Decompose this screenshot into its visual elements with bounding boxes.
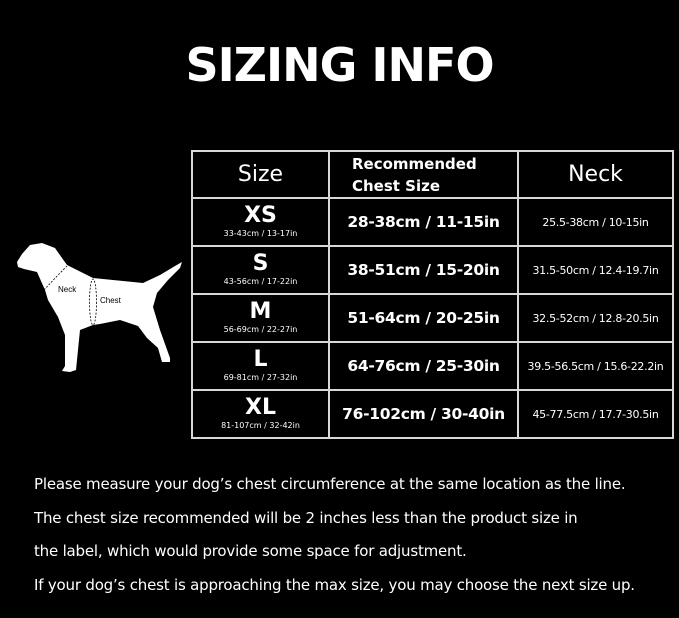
chest-cell: 51-64cm / 20-25in — [328, 293, 519, 343]
chest-cell: 38-51cm / 15-20in — [328, 245, 519, 295]
size-cell: M 56-69cm / 22-27in — [191, 293, 330, 343]
size-label: S — [252, 251, 269, 276]
chest-cell: 76-102cm / 30-40in — [328, 389, 519, 439]
header-chest-line2: Chest Size — [352, 176, 441, 195]
header-size: Size — [191, 150, 330, 199]
chest-label: Chest — [100, 296, 122, 305]
dog-silhouette — [17, 243, 182, 372]
size-cell: S 43-56cm / 17-22in — [191, 245, 330, 295]
dog-measurement-diagram: Neck Chest — [17, 243, 182, 372]
size-label: L — [253, 347, 268, 372]
product-size: 33-43cm / 13-17in — [223, 229, 298, 238]
size-cell: XS 33-43cm / 13-17in — [191, 197, 330, 247]
table-row: S 43-56cm / 17-22in 38-51cm / 15-20in 31.… — [191, 245, 674, 295]
table-row: L 69-81cm / 27-32in 64-76cm / 25-30in 39.… — [191, 341, 674, 391]
note-line: If your dog’s chest is approaching the m… — [34, 575, 635, 594]
neck-label: Neck — [58, 285, 77, 294]
size-label: XL — [245, 395, 276, 420]
neck-cell: 32.5-52cm / 12.8-20.5in — [517, 293, 674, 343]
product-size: 56-69cm / 22-27in — [223, 325, 298, 334]
sizing-table: Size Recommended Chest Size Neck XS 33-43c… — [191, 150, 674, 439]
product-size: 43-56cm / 17-22in — [223, 277, 298, 286]
header-neck: Neck — [517, 150, 674, 199]
product-size: 81-107cm / 32-42in — [221, 421, 300, 430]
size-label: M — [249, 299, 272, 324]
size-label: XS — [244, 203, 277, 228]
chest-cell: 64-76cm / 25-30in — [328, 341, 519, 391]
chest-cell: 28-38cm / 11-15in — [328, 197, 519, 247]
neck-cell: 39.5-56.5cm / 15.6-22.2in — [517, 341, 674, 391]
chest-line — [89, 278, 97, 326]
neck-cell: 45-77.5cm / 17.7-30.5in — [517, 389, 674, 439]
measurement-notes: Please measure your dog’s chest circumfe… — [34, 468, 635, 602]
size-cell: L 69-81cm / 27-32in — [191, 341, 330, 391]
table-row: XS 33-43cm / 13-17in 28-38cm / 11-15in 25… — [191, 197, 674, 247]
note-line: the label, which would provide some spac… — [34, 542, 467, 560]
header-chest-line1: Recommended — [352, 154, 477, 173]
header-chest: Recommended Chest Size — [328, 150, 519, 199]
table-row: XL 81-107cm / 32-42in 76-102cm / 30-40in … — [191, 389, 674, 439]
neck-cell: 31.5-50cm / 12.4-19.7in — [517, 245, 674, 295]
note-line: The chest size recommended will be 2 inc… — [34, 508, 578, 527]
neck-cell: 25.5-38cm / 10-15in — [517, 197, 674, 247]
product-size: 69-81cm / 27-32in — [223, 373, 298, 382]
table-header-row: Size Recommended Chest Size Neck — [191, 150, 674, 199]
page-title: SIZING INFO — [185, 38, 494, 92]
size-cell: XL 81-107cm / 32-42in — [191, 389, 330, 439]
table-row: M 56-69cm / 22-27in 51-64cm / 20-25in 32.… — [191, 293, 674, 343]
note-line: Please measure your dog’s chest circumfe… — [34, 475, 626, 493]
